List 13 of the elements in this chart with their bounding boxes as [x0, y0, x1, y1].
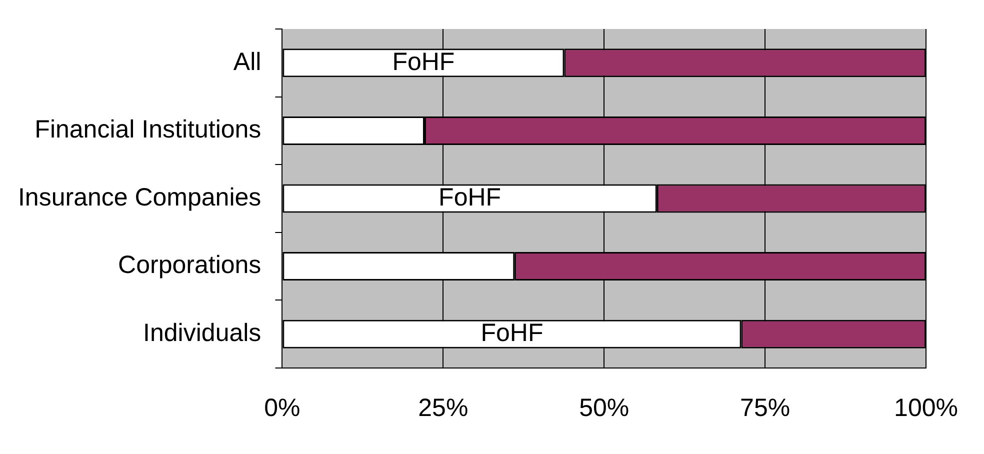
x-tick-label: 75%	[740, 394, 790, 422]
x-tick-label: 0%	[264, 394, 300, 422]
data-label: FoHF	[392, 48, 455, 76]
x-tick-label: 50%	[579, 394, 630, 422]
x-tick-label: 25%	[418, 394, 468, 422]
data-label: FoHF	[438, 183, 502, 212]
x-tick-label: 100%	[894, 394, 958, 422]
y-tick-label: Financial Institutions	[34, 116, 262, 144]
y-tick-label: Individuals	[143, 318, 262, 347]
data-label: FoHF	[480, 318, 544, 347]
y-tick-label: All	[233, 48, 262, 76]
y-tick-label: Corporations	[118, 251, 262, 280]
y-tick-label: Insurance Companies	[18, 183, 262, 212]
